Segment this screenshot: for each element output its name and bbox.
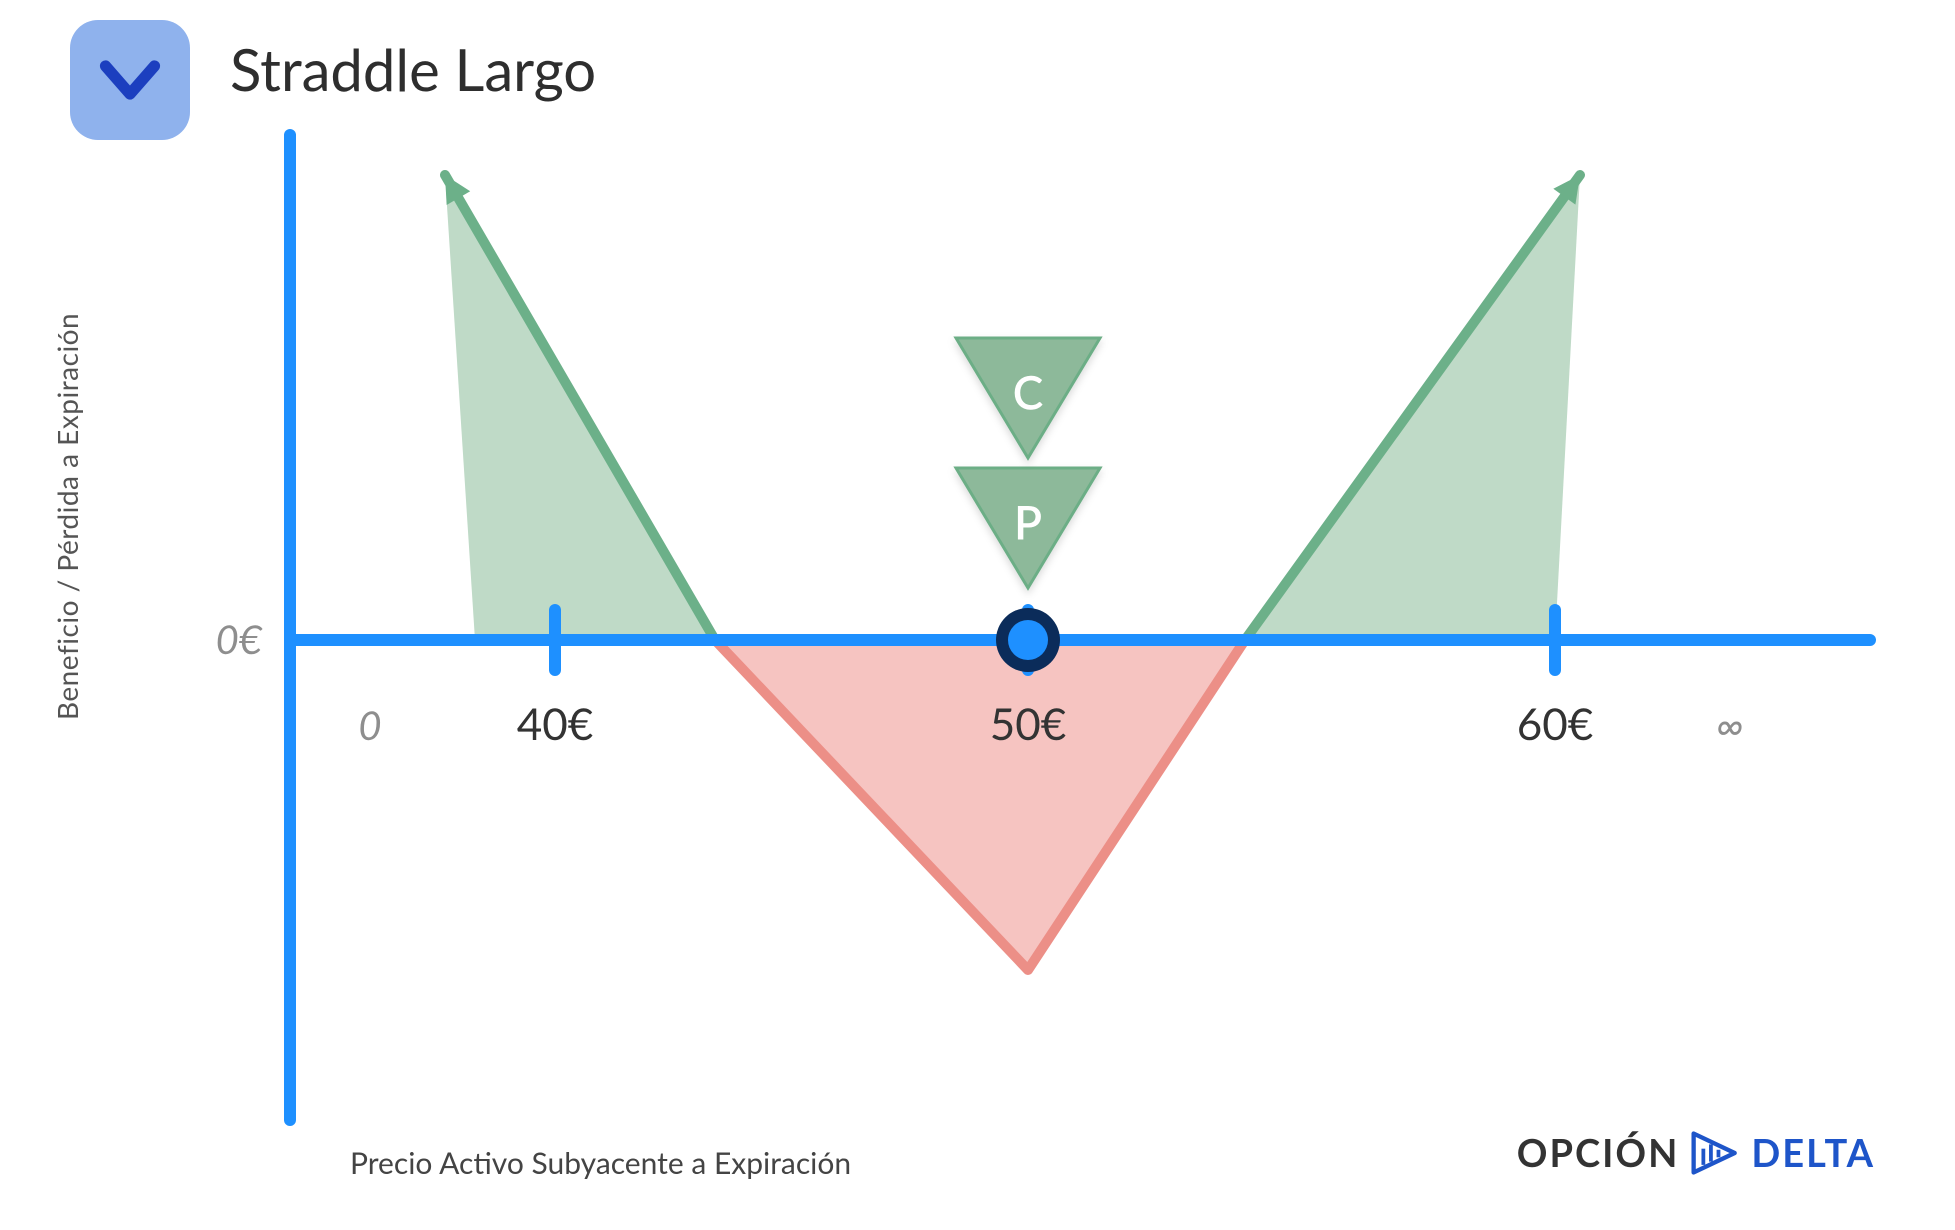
x-tick-label: 50€ xyxy=(990,698,1067,750)
x-end-label: ∞ xyxy=(1716,701,1743,749)
payoff-chart: 0€ 40€ 50€ 60€ 0 ∞ P C xyxy=(0,0,1955,1230)
x-tick-label: 60€ xyxy=(1517,698,1594,750)
x-tick-label: 40€ xyxy=(517,698,594,750)
logo-word-1: OPCIÓN xyxy=(1517,1130,1680,1176)
brand-logo: OPCIÓN DELTA xyxy=(1517,1126,1875,1180)
option-marker-letter: P xyxy=(1014,495,1042,550)
spot-marker-inner xyxy=(1008,620,1048,660)
option-marker-letter: C xyxy=(1013,365,1044,420)
x-end-label: 0 xyxy=(358,701,381,749)
loss-region xyxy=(715,640,1245,970)
zero-label: 0€ xyxy=(216,615,263,663)
logo-word-2: DELTA xyxy=(1751,1130,1875,1176)
stage: Straddle Largo Beneficio / Pérdida a Exp… xyxy=(0,0,1955,1230)
logo-triangle-icon xyxy=(1685,1126,1739,1180)
